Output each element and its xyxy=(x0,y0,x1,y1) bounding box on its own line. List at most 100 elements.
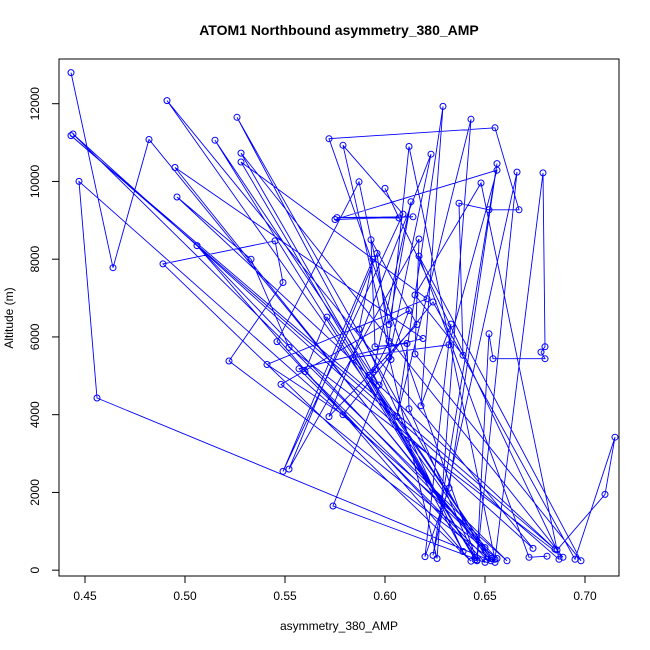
data-point xyxy=(455,199,463,207)
data-point xyxy=(513,168,521,176)
data-point xyxy=(485,330,493,338)
data-point xyxy=(439,102,447,110)
y-tick-label: 12000 xyxy=(28,87,42,121)
data-point xyxy=(67,69,75,77)
data-point xyxy=(529,544,537,552)
data-point xyxy=(553,546,561,554)
data-point xyxy=(375,381,383,389)
data-point xyxy=(611,433,619,441)
chart-title: ATOM1 Northbound asymmetry_380_AMP xyxy=(199,22,479,38)
data-point xyxy=(349,354,357,361)
data-point xyxy=(555,555,563,563)
data-point xyxy=(329,502,337,510)
data-point xyxy=(387,356,395,363)
data-point xyxy=(415,252,423,260)
data-point xyxy=(415,235,423,243)
data-point xyxy=(489,355,497,363)
data-point xyxy=(405,307,413,314)
y-tick-label: 6000 xyxy=(28,323,42,350)
data-point xyxy=(405,143,413,150)
data-point xyxy=(365,371,373,379)
data-point xyxy=(325,413,333,421)
data-point xyxy=(393,413,401,421)
data-point xyxy=(373,249,381,257)
data-point xyxy=(233,113,241,121)
data-point xyxy=(411,350,419,358)
data-point xyxy=(355,325,363,333)
data-point xyxy=(263,361,271,368)
data-point xyxy=(411,291,419,299)
data-point xyxy=(467,115,475,123)
y-tick-label: 10000 xyxy=(28,164,42,198)
data-point xyxy=(399,210,407,218)
data-point xyxy=(405,405,413,413)
data-point xyxy=(481,544,489,552)
data-point xyxy=(407,198,415,206)
y-axis: 0 2000 4000 6000 8000 10000 12000 xyxy=(28,87,59,574)
data-point xyxy=(109,264,117,272)
data-point xyxy=(339,141,347,149)
data-point xyxy=(355,178,363,186)
data-point xyxy=(601,490,609,498)
data-point xyxy=(429,551,437,559)
data-point xyxy=(145,136,153,143)
x-tick-label: 0.50 xyxy=(173,589,197,603)
data-point xyxy=(279,467,287,475)
data-point xyxy=(559,553,567,561)
data-point xyxy=(409,213,417,221)
data-point xyxy=(543,552,551,560)
y-tick-label: 4000 xyxy=(28,401,42,428)
y-axis-label: Altitude (m) xyxy=(2,287,16,348)
data-point xyxy=(429,298,437,306)
data-point xyxy=(273,338,281,346)
data-point xyxy=(301,368,309,375)
data-point xyxy=(467,557,475,565)
data-point xyxy=(395,214,403,222)
x-tick-label: 0.65 xyxy=(473,589,497,603)
data-point xyxy=(477,179,485,187)
data-point xyxy=(69,130,77,138)
data-point xyxy=(493,166,501,174)
data-point xyxy=(369,255,377,263)
data-point xyxy=(493,160,501,168)
data-point xyxy=(485,206,493,214)
data-point xyxy=(173,193,181,201)
x-tick-label: 0.45 xyxy=(73,589,97,603)
data-point xyxy=(271,237,279,245)
data-point xyxy=(237,149,245,157)
y-tick-label: 8000 xyxy=(28,246,42,273)
data-point xyxy=(93,394,101,402)
data-point xyxy=(459,351,467,359)
data-point xyxy=(503,557,511,565)
data-point xyxy=(459,548,467,555)
data-point xyxy=(285,343,293,351)
data-point xyxy=(403,340,411,347)
x-axis: 0.45 0.50 0.55 0.60 0.65 0.70 xyxy=(73,576,597,603)
x-tick-label: 0.70 xyxy=(573,589,597,603)
data-point xyxy=(325,135,333,143)
data-point xyxy=(447,320,455,328)
data-point xyxy=(159,260,167,268)
data-point xyxy=(417,402,425,410)
data-point xyxy=(211,136,219,144)
data-point xyxy=(413,321,421,328)
data-point xyxy=(491,558,499,566)
data-point xyxy=(419,335,427,342)
data-point xyxy=(541,355,549,363)
data-point xyxy=(493,555,501,562)
data-point xyxy=(323,313,331,321)
data-point xyxy=(247,255,255,263)
data-point xyxy=(577,557,585,565)
data-point xyxy=(371,343,379,351)
data-point xyxy=(367,236,375,244)
plot-frame xyxy=(58,58,620,577)
data-point xyxy=(537,348,545,356)
data-point xyxy=(75,177,83,185)
data-point xyxy=(285,465,293,473)
data-point xyxy=(385,321,393,328)
data-point xyxy=(427,150,435,158)
data-point xyxy=(445,341,453,349)
y-tick-label: 0 xyxy=(28,567,42,574)
data-point xyxy=(279,279,287,286)
